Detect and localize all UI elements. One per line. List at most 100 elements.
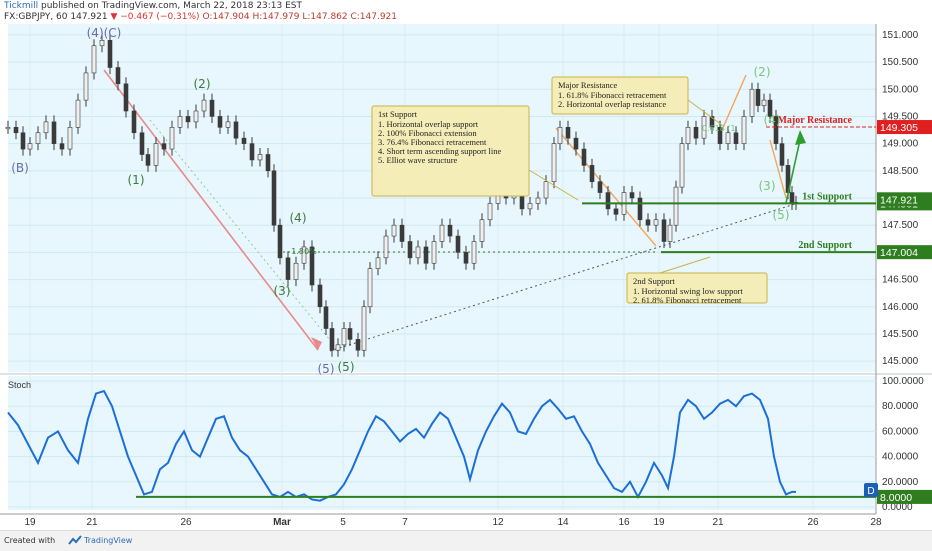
candle-body: [335, 344, 341, 351]
candle-body: [589, 165, 595, 182]
candle-body: [83, 72, 89, 101]
callout-line: 2. Horizontal overlap resistance: [558, 99, 666, 109]
wave-label: (2): [754, 65, 771, 79]
time-tick-label: 19: [24, 517, 36, 528]
candle-body: [241, 137, 247, 144]
tradingview-logo-icon: [68, 535, 82, 545]
candle-body: [447, 224, 453, 237]
candle-body: [557, 127, 563, 144]
candle-body: [717, 127, 723, 144]
candle-body: [439, 224, 445, 242]
candle-body: [265, 154, 271, 172]
candle-body: [761, 99, 767, 106]
candle-body: [201, 99, 207, 112]
candle-body: [225, 121, 231, 128]
candle-body: [789, 192, 795, 204]
candle-body: [581, 148, 587, 166]
stoch-tick-label: 60.0000: [882, 426, 919, 437]
time-tick-label: 5: [340, 517, 346, 528]
candle-body: [271, 170, 277, 226]
last-price-text: 147.921: [880, 194, 918, 206]
price-tick-label: 151.000: [882, 30, 919, 41]
candle-body: [679, 143, 685, 188]
wave-label: (4): [290, 211, 307, 225]
candle-body: [323, 306, 329, 329]
time-tick-label: 26: [807, 517, 819, 528]
callout-pointer: [659, 256, 711, 274]
wave-label: 0.618 (1.: [702, 124, 738, 133]
time-tick-label: 14: [557, 517, 569, 528]
candle-body: [115, 67, 121, 85]
candle-body: [309, 246, 315, 286]
candle-body: [471, 241, 477, 264]
candle-body: [661, 219, 667, 242]
candle-body: [131, 110, 137, 134]
price-tick-label: 148.500: [882, 166, 919, 177]
level-name-label: 2nd Support: [798, 240, 852, 251]
gbpjpy-chart: 151.000 150.500 150.000 149.500 149.000 148.5…: [0, 24, 932, 528]
candle-body: [347, 328, 353, 340]
candle-body: [527, 203, 533, 210]
last-price-badge: [877, 192, 932, 207]
wave-label: (2): [194, 77, 211, 91]
stoch-title: Stoch: [8, 380, 31, 390]
candle-body: [741, 116, 747, 144]
decline-arrow: [103, 69, 319, 351]
wave-label: (3): [274, 284, 291, 298]
candle-body: [685, 127, 691, 144]
candle-body: [767, 99, 773, 117]
decline-arrow-head: [311, 337, 322, 350]
candle-body: [277, 224, 283, 259]
candle-body: [257, 154, 263, 161]
callout-box: [626, 272, 768, 304]
stoch-tick-label: 40.0000: [882, 452, 919, 463]
candle-body: [67, 127, 73, 150]
time-tick-label: 21: [86, 517, 98, 528]
candle-body: [733, 132, 739, 144]
price-tick-label: 146.500: [882, 275, 919, 286]
author-link[interactable]: Tickmill: [4, 1, 39, 11]
time-tick-label: 26: [180, 517, 192, 528]
stoch-tick-label: 0.0000: [882, 502, 913, 513]
candle-body: [317, 284, 323, 308]
callout-box: [371, 105, 530, 197]
stoch-tick-label: 100.0000: [882, 376, 924, 387]
candle-body: [749, 88, 755, 117]
callout-line: 4. Short term ascending support line: [378, 146, 501, 156]
stoch-tick-label: 20.0000: [882, 477, 919, 488]
price-tick-label: 149.000: [882, 139, 919, 150]
callout-box: [551, 76, 689, 115]
time-tick-label: 28: [870, 517, 882, 528]
candle-body: [423, 246, 429, 264]
candle-body: [13, 127, 19, 134]
candle-body: [185, 116, 191, 123]
callout-title: Major Resistance: [558, 80, 617, 90]
price-tick-label: 146.000: [882, 302, 919, 313]
stoch-badge: [864, 483, 878, 497]
candle-body: [51, 121, 57, 144]
candle-body: [573, 137, 579, 150]
candle-body: [605, 192, 611, 210]
candle-body: [399, 224, 405, 242]
projection-arrow: [785, 139, 801, 204]
callout-title: 2nd Support: [633, 276, 675, 286]
callout-line: 1. Horizontal overlap support: [378, 119, 479, 129]
candle-body: [329, 328, 335, 351]
tradingview-link[interactable]: TradingView: [84, 536, 133, 545]
candle-body: [233, 121, 239, 139]
candle-body: [91, 45, 97, 74]
stoch-level-badge: [877, 489, 932, 504]
candle-body: [725, 132, 731, 144]
candle-body: [341, 328, 347, 346]
stoch-level-text: 8.0000: [880, 492, 912, 504]
candle-body: [27, 143, 33, 150]
time-tick-label: 16: [618, 517, 630, 528]
candle-body: [209, 99, 215, 117]
candle-body: [667, 224, 673, 242]
candle-body: [693, 127, 699, 139]
candle-body: [107, 40, 113, 68]
callout-line: 2. 100% Fibonacci extension: [378, 128, 477, 138]
price-badge-text: 149.305: [880, 122, 918, 134]
wave-label: (3): [759, 179, 776, 193]
candle-body: [431, 241, 437, 264]
